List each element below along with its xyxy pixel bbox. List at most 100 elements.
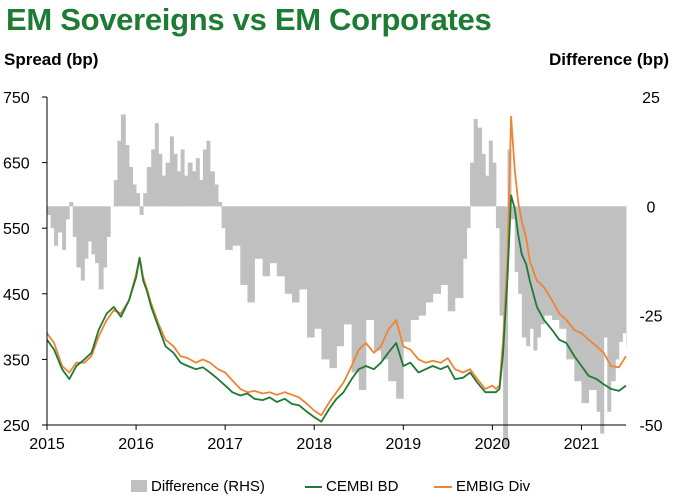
difference-bar [600,206,605,434]
difference-bar [95,206,100,264]
difference-bar [284,206,293,294]
difference-bar [269,206,278,264]
cembi-bd-line [46,194,627,423]
difference-bar [440,206,449,285]
left-tick-label: 350 [3,352,30,369]
difference-bar [117,140,122,207]
difference-bar [307,206,315,338]
difference-bar [218,202,222,207]
difference-bar [615,206,620,360]
difference-bar [544,206,553,316]
difference-bar [132,184,137,207]
difference-bar [488,140,493,207]
difference-bar [151,149,156,207]
difference-bar [622,206,627,334]
difference-bar [225,206,233,250]
difference-bar [177,171,182,207]
x-tick-label: 2017 [207,436,243,453]
difference-bar [113,180,118,207]
difference-bar [146,167,152,207]
difference-bar [62,206,67,250]
difference-bar [50,206,55,229]
difference-bar [165,162,171,207]
difference-bar [106,206,111,237]
difference-bar [463,206,467,259]
difference-bar [169,136,174,207]
legend-label-cembi: CEMBI BD [326,478,399,495]
difference-bar [477,127,483,207]
difference-bar [574,206,582,382]
difference-bar [588,206,597,390]
difference-bar [161,175,166,207]
difference-bar [221,206,226,229]
difference-bar [187,162,193,207]
difference-bar [403,206,411,342]
legend: Difference (RHS) CEMBI BD EMBIG Div [131,478,531,495]
x-tick-label: 2019 [386,436,422,453]
difference-bar [396,206,404,399]
difference-bar [262,206,271,277]
legend-label-embig: EMBIG Div [456,478,531,495]
difference-bar [65,206,70,220]
left-tick-label: 250 [3,418,30,435]
difference-bar [540,206,545,325]
difference-bar [559,206,567,329]
difference-bar [192,171,197,207]
difference-bar [485,175,490,207]
difference-bar [410,206,419,320]
difference-bar [552,206,560,320]
difference-bar [98,206,104,290]
difference-bar [388,206,397,382]
x-tick-label: 2016 [118,436,154,453]
difference-bar [206,140,211,207]
difference-bar [581,206,589,404]
difference-bar [521,206,527,338]
difference-bar [373,206,382,351]
x-tick-label: 2015 [29,436,65,453]
difference-bar [158,153,163,207]
difference-bar [492,162,497,207]
difference-bar [195,158,200,207]
difference-bar [610,206,616,382]
difference-bar [72,206,77,237]
difference-bar [618,206,623,342]
difference-bar [607,206,612,412]
difference-bar [254,206,263,259]
difference-bar [292,206,300,303]
difference-bar [76,206,82,268]
difference-bar [299,206,308,290]
x-tick-label: 2021 [564,436,600,453]
difference-bar [351,206,360,373]
difference-bar [473,118,478,207]
chart-title: EM Sovereigns vs EM Corporates [6,2,492,37]
difference-bar [514,206,519,272]
difference-bar [381,206,389,360]
difference-bar [495,206,500,229]
difference-bar [470,162,475,207]
right-tick-label: -50 [639,418,662,435]
difference-bar [503,206,508,447]
difference-bar [358,206,367,390]
difference-bar [120,114,126,207]
difference-bar [103,206,108,268]
difference-bar [125,145,130,207]
right-tick-label: 25 [642,90,660,107]
right-axis-label: Difference (bp) [549,50,669,69]
difference-bar [276,206,286,277]
difference-bar [184,175,189,207]
difference-bar [154,123,159,207]
difference-bar [425,206,434,303]
difference-bar [536,206,541,338]
difference-bar [69,202,74,207]
difference-bar [84,206,89,259]
difference-bar [180,149,185,207]
x-tick-label: 2018 [296,436,332,453]
difference-bar [247,206,255,303]
difference-bar [88,206,92,242]
difference-bar [447,206,456,312]
difference-bar [314,206,322,329]
difference-bar [466,206,471,229]
difference-bar [365,206,375,320]
x-tick-label: 2020 [475,436,511,453]
